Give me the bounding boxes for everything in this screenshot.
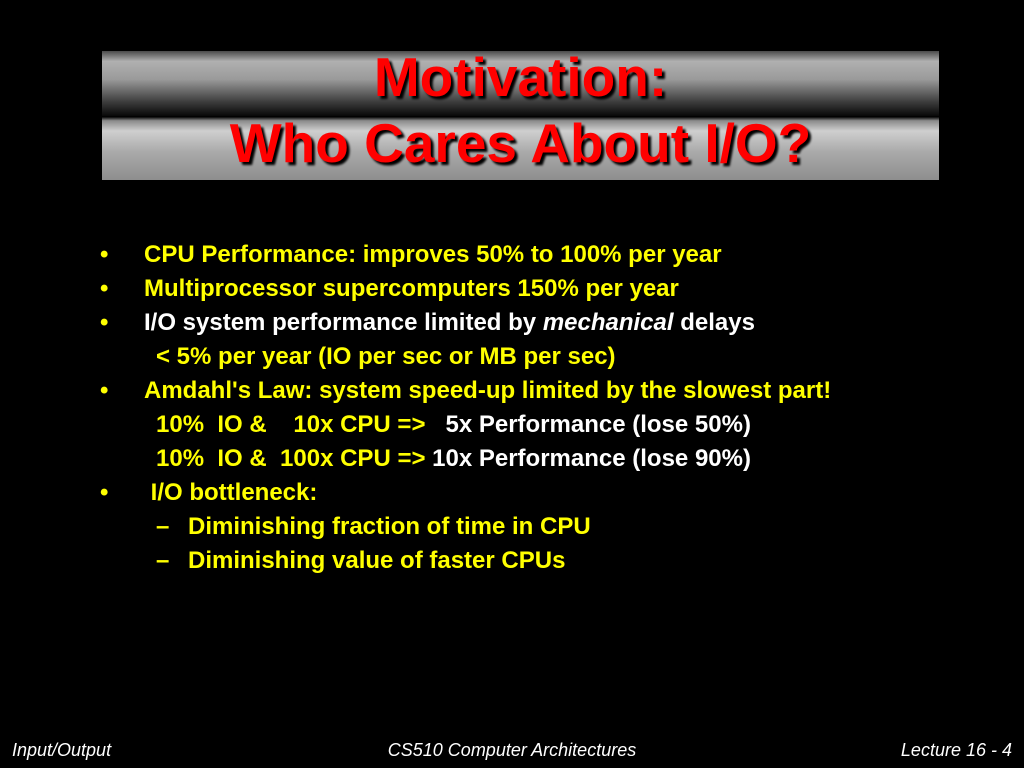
amdahl-example-2: 10% IO & 100x CPU => 10x Performance (lo… <box>100 442 920 476</box>
bullet-multiprocessor: • Multiprocessor supercomputers 150% per… <box>100 272 920 306</box>
amdahl-example-1: 10% IO & 10x CPU => 5x Performance (lose… <box>100 408 920 442</box>
sub-bullet-faster-cpus: – Diminishing value of faster CPUs <box>100 544 920 578</box>
bullet-cpu-performance: • CPU Performance: improves 50% to 100% … <box>100 238 920 272</box>
bullet-text: Multiprocessor supercomputers 150% per y… <box>144 275 679 302</box>
bullet-icon: • <box>100 241 109 268</box>
bullet-text: CPU Performance: improves 50% to 100% pe… <box>144 241 722 268</box>
bullet-icon: • <box>100 377 109 404</box>
example-condition: 10% IO & 100x CPU => <box>156 445 426 472</box>
bullet-icon: • <box>100 309 109 336</box>
bullet-text-emphasis: mechanical <box>542 309 674 336</box>
io-rate-line: < 5% per year (IO per sec or MB per sec) <box>100 340 920 374</box>
bullet-text-before: I/O system performance limited by <box>144 309 543 336</box>
example-result: 10x Performance (lose 90%) <box>425 445 751 472</box>
bullet-text: I/O system performance limited by mechan… <box>100 306 920 340</box>
bullet-amdahls-law: • Amdahl's Law: system speed-up limited … <box>100 374 920 408</box>
sub-bullet-fraction-time: – Diminishing fraction of time in CPU <box>100 510 920 544</box>
bullet-icon: • <box>100 479 109 506</box>
footer-lecture: Lecture 16 - 4 <box>900 740 1012 760</box>
footer-course: CS510 Computer Architectures <box>387 740 637 760</box>
sub-bullet-text: Diminishing value of faster CPUs <box>188 547 566 574</box>
bullet-io-performance: • I/O system performance limited by mech… <box>100 306 920 340</box>
slide-title: Motivation: Who Cares About I/O? <box>102 44 939 176</box>
dash-icon: – <box>156 547 170 574</box>
example-result: 5x Performance (lose 50%) <box>425 411 751 438</box>
slide-footer: Input/Output CS510 Computer Architecture… <box>0 740 1024 764</box>
bullet-io-bottleneck: • I/O bottleneck: <box>100 476 920 510</box>
sub-bullet-text: Diminishing fraction of time in CPU <box>188 513 591 540</box>
bullet-text: I/O bottleneck: <box>144 479 318 506</box>
example-condition: 10% IO & 10x CPU => <box>156 411 426 438</box>
title-line-1: Motivation: <box>373 46 668 108</box>
dash-icon: – <box>156 513 170 540</box>
bullet-text: Amdahl's Law: system speed-up limited by… <box>144 377 832 404</box>
bullet-icon: • <box>100 275 109 302</box>
continuation-text: < 5% per year (IO per sec or MB per sec) <box>156 343 616 370</box>
title-band <box>102 51 939 180</box>
title-line-2: Who Cares About I/O? <box>229 112 812 174</box>
slide-content: • CPU Performance: improves 50% to 100% … <box>100 238 920 578</box>
footer-topic: Input/Output <box>12 740 112 760</box>
bullet-text-after: delays <box>673 309 755 336</box>
